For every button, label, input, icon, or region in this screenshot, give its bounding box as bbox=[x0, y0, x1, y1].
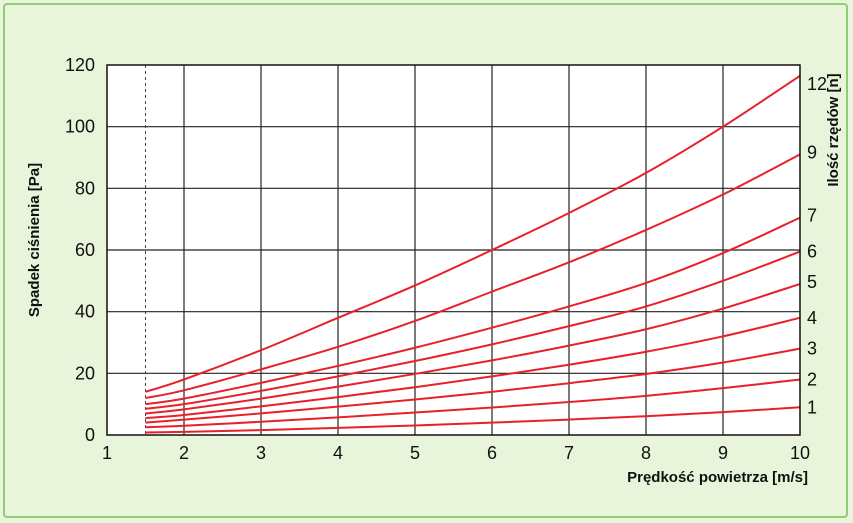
series-label-5: 5 bbox=[807, 272, 817, 292]
series-line-9 bbox=[145, 153, 801, 399]
series-label-9: 9 bbox=[807, 142, 817, 162]
series-lines bbox=[145, 74, 801, 434]
x-tick-label: 10 bbox=[790, 443, 810, 463]
y-tick-label: 40 bbox=[75, 302, 95, 322]
x-axis-title: Prędkość powietrza [m/s] bbox=[627, 469, 808, 486]
y2-axis-title: Ilość rzędów [n] bbox=[825, 73, 842, 186]
y-tick-label: 60 bbox=[75, 240, 95, 260]
x-tick-label: 2 bbox=[179, 443, 189, 463]
x-tick-label: 1 bbox=[102, 443, 112, 463]
series-label-6: 6 bbox=[807, 242, 817, 262]
series-line-1 bbox=[145, 406, 801, 434]
series-label-1: 1 bbox=[807, 397, 817, 417]
y-tick-labels: 0 20 40 60 80 100 120 bbox=[65, 55, 95, 445]
x-tick-label: 6 bbox=[487, 443, 497, 463]
series-label-2: 2 bbox=[807, 370, 817, 390]
y-tick-label: 120 bbox=[65, 55, 95, 75]
series-line-6 bbox=[145, 250, 801, 410]
y-tick-label: 0 bbox=[85, 425, 95, 445]
y-tick-label: 80 bbox=[75, 178, 95, 198]
series-label-3: 3 bbox=[807, 339, 817, 359]
x-tick-label: 8 bbox=[641, 443, 651, 463]
series-line-5 bbox=[145, 282, 801, 415]
y-tick-label: 20 bbox=[75, 363, 95, 383]
x-tick-label: 7 bbox=[564, 443, 574, 463]
series-line-12 bbox=[145, 74, 801, 393]
series-line-4 bbox=[145, 316, 801, 420]
y-tick-label: 100 bbox=[65, 117, 95, 137]
series-line-2 bbox=[145, 378, 801, 429]
x-tick-label: 9 bbox=[718, 443, 728, 463]
series-label-4: 4 bbox=[807, 308, 817, 328]
series-label-12: 12 bbox=[807, 74, 827, 94]
plot-border bbox=[106, 64, 801, 436]
y-axis-title: Spadek ciśnienia [Pa] bbox=[26, 163, 43, 317]
series-line-7 bbox=[145, 216, 801, 406]
x-tick-label: 3 bbox=[256, 443, 266, 463]
series-line-3 bbox=[145, 347, 801, 424]
x-tick-label: 4 bbox=[333, 443, 343, 463]
series-label-7: 7 bbox=[807, 206, 817, 226]
x-tick-labels: 1 2 3 4 5 6 7 8 9 10 bbox=[102, 443, 810, 463]
x-tick-label: 5 bbox=[410, 443, 420, 463]
